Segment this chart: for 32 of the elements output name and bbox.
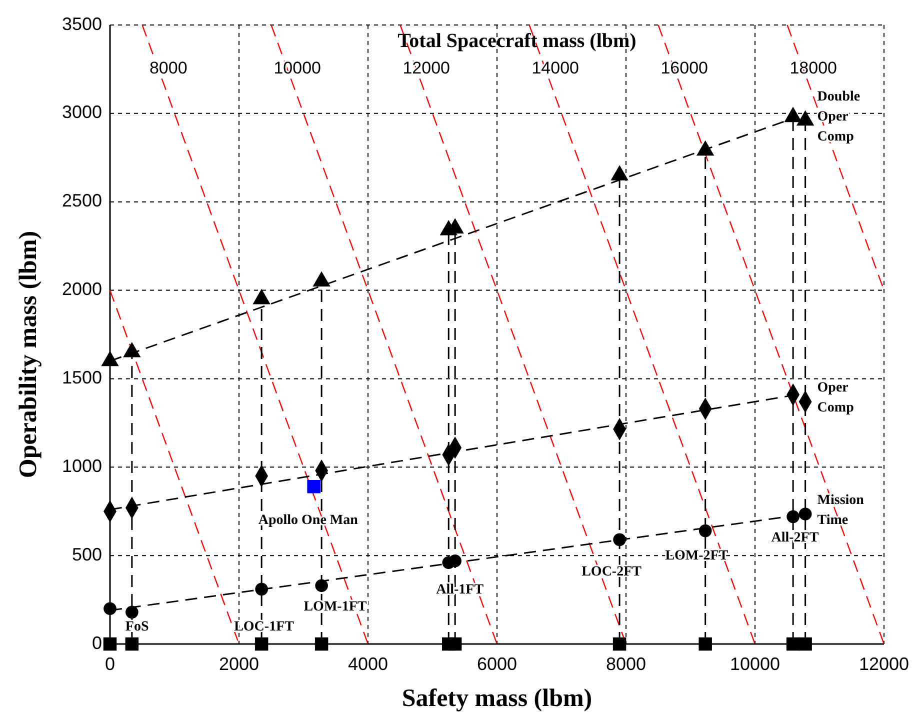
- series-label: 8000: [149, 58, 188, 78]
- y-tick-label: 500: [72, 544, 102, 564]
- x-tick-label: 0: [104, 654, 116, 674]
- y-tick-label: 1000: [62, 456, 102, 476]
- series-label: Oper Comp: [817, 380, 854, 416]
- series-label: 12000: [402, 58, 450, 78]
- series-label: Mission Time: [817, 493, 864, 528]
- y-tick-label: 3500: [62, 14, 102, 34]
- series-label: 18000: [790, 58, 838, 78]
- x-tick-label: 12000: [858, 654, 910, 674]
- y-tick-label: 3000: [62, 102, 102, 122]
- x-axis-title: Safety mass (lbm): [402, 685, 592, 712]
- series-label: 16000: [660, 58, 708, 78]
- annotation: FoS: [125, 620, 149, 635]
- y-tick-label: 0: [92, 632, 102, 653]
- annotation: LOC-2FT: [582, 564, 642, 580]
- y-tick-label: 1500: [62, 367, 102, 388]
- y-axis-title: Operability mass (lbm): [15, 230, 42, 478]
- y-tick-label: 2500: [62, 190, 102, 211]
- x-tick-label: 8000: [606, 654, 646, 674]
- annotation: All-2FT: [771, 530, 820, 546]
- annotation: LOM-1FT: [304, 600, 368, 615]
- series-label: 14000: [532, 58, 580, 78]
- x-tick-label: 4000: [348, 654, 388, 674]
- chart-title: Total Spacecraft mass (lbm): [398, 30, 636, 52]
- x-tick-label: 2000: [218, 654, 260, 674]
- x-tick-label: 10000: [730, 654, 780, 674]
- annotation: All-1FT: [436, 582, 484, 598]
- annotation: LOM-2FT: [665, 548, 729, 564]
- x-tick-label: 6000: [476, 654, 518, 674]
- series-label: 10000: [274, 58, 322, 78]
- y-tick-label: 2000: [62, 279, 102, 300]
